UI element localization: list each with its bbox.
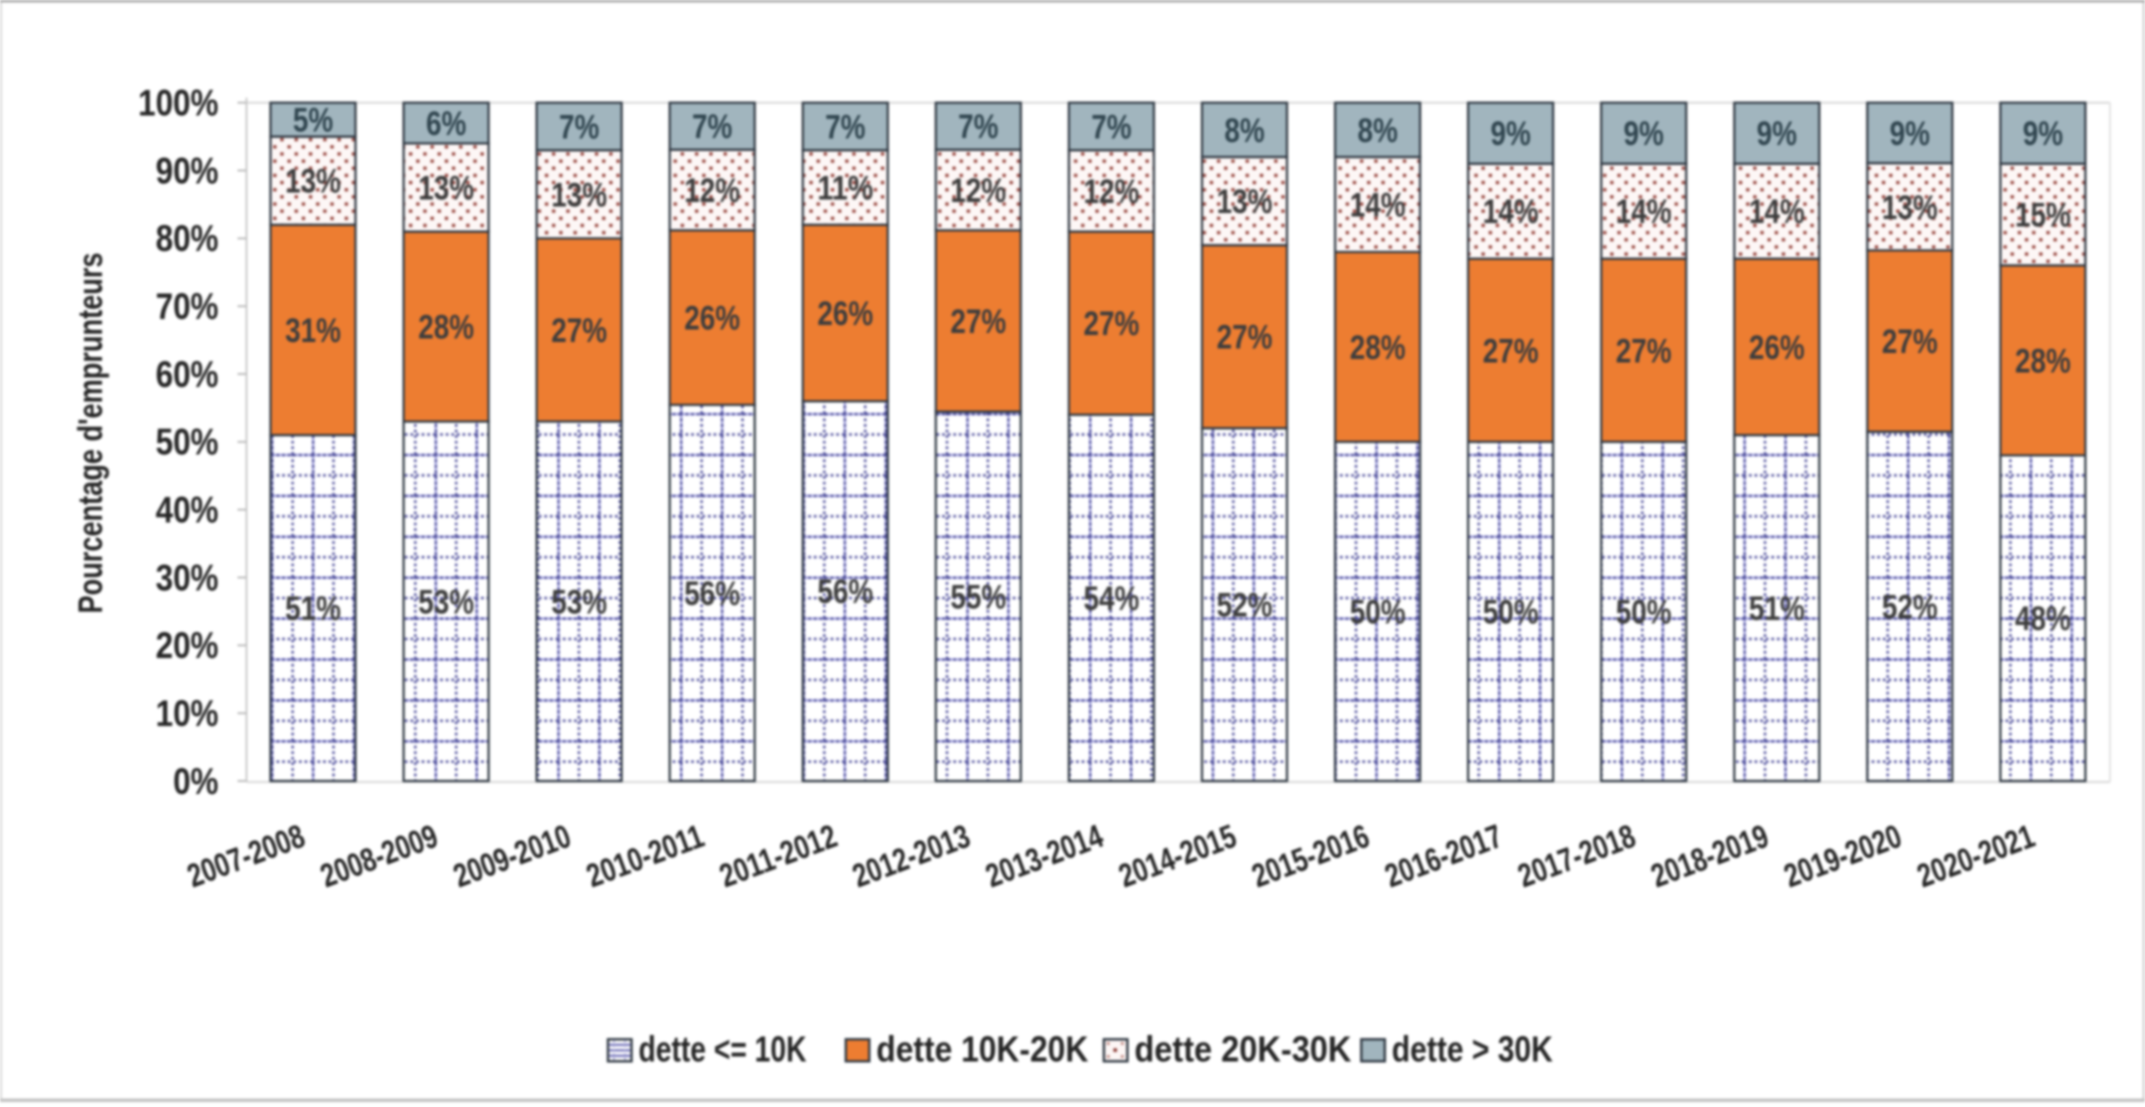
- svg-text:52%: 52%: [1882, 588, 1938, 626]
- svg-text:27%: 27%: [1217, 319, 1273, 357]
- svg-text:31%: 31%: [285, 312, 341, 350]
- svg-text:13%: 13%: [1882, 189, 1938, 227]
- svg-text:28%: 28%: [1350, 329, 1406, 367]
- svg-text:48%: 48%: [2015, 600, 2071, 638]
- svg-text:7%: 7%: [1091, 108, 1131, 146]
- svg-text:8%: 8%: [1224, 112, 1264, 150]
- svg-text:dette 10K-20K: dette 10K-20K: [876, 1029, 1088, 1070]
- svg-text:12%: 12%: [950, 172, 1006, 210]
- svg-text:9%: 9%: [1757, 115, 1797, 153]
- svg-text:10%: 10%: [156, 693, 219, 734]
- svg-text:30%: 30%: [156, 557, 219, 598]
- svg-text:14%: 14%: [1350, 186, 1406, 224]
- svg-text:14%: 14%: [1483, 193, 1539, 231]
- svg-text:dette > 30K: dette > 30K: [1392, 1029, 1553, 1070]
- svg-text:14%: 14%: [1749, 193, 1805, 231]
- svg-text:26%: 26%: [817, 295, 873, 333]
- svg-text:80%: 80%: [156, 218, 219, 259]
- svg-text:60%: 60%: [156, 354, 219, 395]
- svg-text:7%: 7%: [692, 108, 732, 146]
- svg-text:50%: 50%: [1483, 593, 1539, 631]
- svg-text:12%: 12%: [1084, 173, 1140, 211]
- svg-text:Pourcentage d'emprunteurs: Pourcentage d'emprunteurs: [72, 253, 110, 614]
- svg-text:dette 20K-30K: dette 20K-30K: [1134, 1029, 1351, 1070]
- svg-text:28%: 28%: [2015, 343, 2071, 381]
- svg-text:50%: 50%: [156, 422, 219, 463]
- svg-text:7%: 7%: [958, 108, 998, 146]
- svg-text:13%: 13%: [418, 170, 474, 208]
- svg-text:28%: 28%: [418, 309, 474, 347]
- svg-text:90%: 90%: [156, 150, 219, 191]
- svg-text:7%: 7%: [825, 108, 865, 146]
- svg-text:40%: 40%: [156, 490, 219, 531]
- svg-text:9%: 9%: [2023, 115, 2063, 153]
- svg-text:50%: 50%: [1350, 593, 1406, 631]
- svg-text:12%: 12%: [684, 172, 740, 210]
- svg-text:54%: 54%: [1084, 580, 1140, 618]
- svg-text:51%: 51%: [1749, 590, 1805, 628]
- svg-text:9%: 9%: [1890, 115, 1930, 153]
- svg-text:53%: 53%: [418, 583, 474, 621]
- svg-text:6%: 6%: [426, 105, 466, 143]
- svg-text:52%: 52%: [1217, 587, 1273, 625]
- svg-text:14%: 14%: [1616, 193, 1672, 231]
- svg-text:27%: 27%: [551, 312, 607, 350]
- svg-text:0%: 0%: [173, 761, 218, 802]
- svg-text:7%: 7%: [559, 108, 599, 146]
- svg-text:27%: 27%: [950, 303, 1006, 341]
- svg-text:26%: 26%: [1749, 329, 1805, 367]
- svg-text:100%: 100%: [138, 83, 218, 124]
- svg-text:53%: 53%: [551, 583, 607, 621]
- svg-text:13%: 13%: [1217, 183, 1273, 221]
- svg-text:50%: 50%: [1616, 593, 1672, 631]
- svg-text:9%: 9%: [1624, 115, 1664, 153]
- svg-text:11%: 11%: [817, 170, 873, 208]
- svg-text:27%: 27%: [1483, 332, 1539, 370]
- svg-text:27%: 27%: [1882, 323, 1938, 361]
- svg-text:13%: 13%: [551, 176, 607, 214]
- svg-text:56%: 56%: [684, 575, 740, 613]
- svg-text:13%: 13%: [285, 163, 341, 201]
- svg-text:dette <= 10K: dette <= 10K: [639, 1029, 807, 1070]
- svg-text:8%: 8%: [1357, 112, 1397, 150]
- svg-text:9%: 9%: [1490, 115, 1530, 153]
- svg-text:51%: 51%: [285, 590, 341, 628]
- svg-text:56%: 56%: [817, 573, 873, 611]
- svg-text:5%: 5%: [293, 102, 333, 140]
- svg-text:27%: 27%: [1616, 332, 1672, 370]
- svg-text:26%: 26%: [684, 300, 740, 338]
- svg-text:15%: 15%: [2015, 197, 2071, 235]
- svg-text:55%: 55%: [950, 578, 1006, 616]
- svg-text:27%: 27%: [1084, 305, 1140, 343]
- svg-text:70%: 70%: [156, 286, 219, 327]
- svg-text:20%: 20%: [156, 625, 219, 666]
